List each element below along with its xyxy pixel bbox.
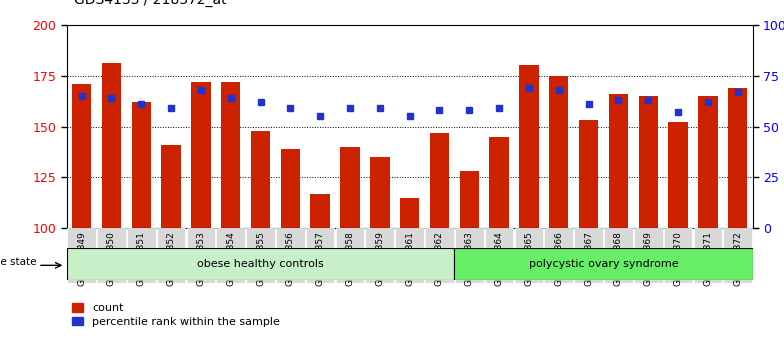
Bar <box>519 65 539 228</box>
Bar <box>514 228 543 283</box>
Text: GDS4133 / 218372_at: GDS4133 / 218372_at <box>74 0 227 7</box>
Text: GSM201856: GSM201856 <box>286 231 295 286</box>
Text: GSM201849: GSM201849 <box>77 231 86 286</box>
Bar <box>400 198 419 228</box>
Text: GSM201867: GSM201867 <box>584 231 593 286</box>
Bar <box>67 228 96 283</box>
Bar <box>340 147 360 228</box>
Text: polycystic ovary syndrome: polycystic ovary syndrome <box>528 259 678 269</box>
Bar <box>395 228 424 283</box>
Text: GSM201862: GSM201862 <box>435 231 444 286</box>
Bar <box>281 149 300 228</box>
Bar <box>72 84 91 228</box>
Bar <box>216 228 245 283</box>
Bar <box>728 88 747 228</box>
Bar <box>310 194 330 228</box>
Bar <box>544 228 573 283</box>
Bar <box>489 137 509 228</box>
Text: GSM201858: GSM201858 <box>346 231 354 286</box>
Text: GSM201854: GSM201854 <box>226 231 235 286</box>
Text: GSM201859: GSM201859 <box>376 231 384 286</box>
Text: GSM201871: GSM201871 <box>703 231 713 286</box>
Legend: count, percentile rank within the sample: count, percentile rank within the sample <box>72 303 280 327</box>
Text: GSM201853: GSM201853 <box>196 231 205 286</box>
Bar <box>306 228 335 283</box>
Bar <box>669 122 688 228</box>
Bar <box>102 63 121 228</box>
Bar <box>604 228 633 283</box>
Bar <box>574 228 603 283</box>
Bar <box>485 228 514 283</box>
Text: GSM201851: GSM201851 <box>136 231 146 286</box>
Bar <box>276 228 305 283</box>
Bar <box>579 120 598 228</box>
Bar <box>97 228 125 283</box>
Bar <box>365 228 394 283</box>
Bar <box>157 228 185 283</box>
Text: GSM201857: GSM201857 <box>316 231 325 286</box>
Text: GSM201864: GSM201864 <box>495 231 503 286</box>
Bar <box>455 228 484 283</box>
Bar <box>246 228 275 283</box>
Bar <box>455 248 753 280</box>
Text: GSM201861: GSM201861 <box>405 231 414 286</box>
Bar <box>664 228 692 283</box>
Bar <box>699 96 717 228</box>
Bar <box>459 171 479 228</box>
Text: GSM201870: GSM201870 <box>673 231 683 286</box>
Bar <box>724 228 752 283</box>
Bar <box>608 94 628 228</box>
Bar <box>251 131 270 228</box>
Text: GSM201850: GSM201850 <box>107 231 116 286</box>
Text: GSM201863: GSM201863 <box>465 231 474 286</box>
Bar <box>336 228 365 283</box>
Bar <box>638 96 658 228</box>
Text: obese healthy controls: obese healthy controls <box>197 259 324 269</box>
Text: GSM201852: GSM201852 <box>166 231 176 286</box>
Bar <box>430 133 449 228</box>
Bar <box>694 228 722 283</box>
Text: GSM201855: GSM201855 <box>256 231 265 286</box>
Bar <box>549 76 568 228</box>
Text: GSM201869: GSM201869 <box>644 231 653 286</box>
Bar <box>221 82 241 228</box>
Bar <box>370 157 390 228</box>
Bar <box>191 82 211 228</box>
Bar <box>162 145 181 228</box>
Text: GSM201868: GSM201868 <box>614 231 623 286</box>
Bar <box>132 102 151 228</box>
Text: GSM201865: GSM201865 <box>524 231 533 286</box>
Bar <box>127 228 155 283</box>
Bar <box>67 248 455 280</box>
Bar <box>187 228 215 283</box>
Text: GSM201866: GSM201866 <box>554 231 563 286</box>
Text: GSM201872: GSM201872 <box>733 231 742 286</box>
Bar <box>634 228 662 283</box>
Bar <box>425 228 454 283</box>
Text: disease state: disease state <box>0 257 37 267</box>
